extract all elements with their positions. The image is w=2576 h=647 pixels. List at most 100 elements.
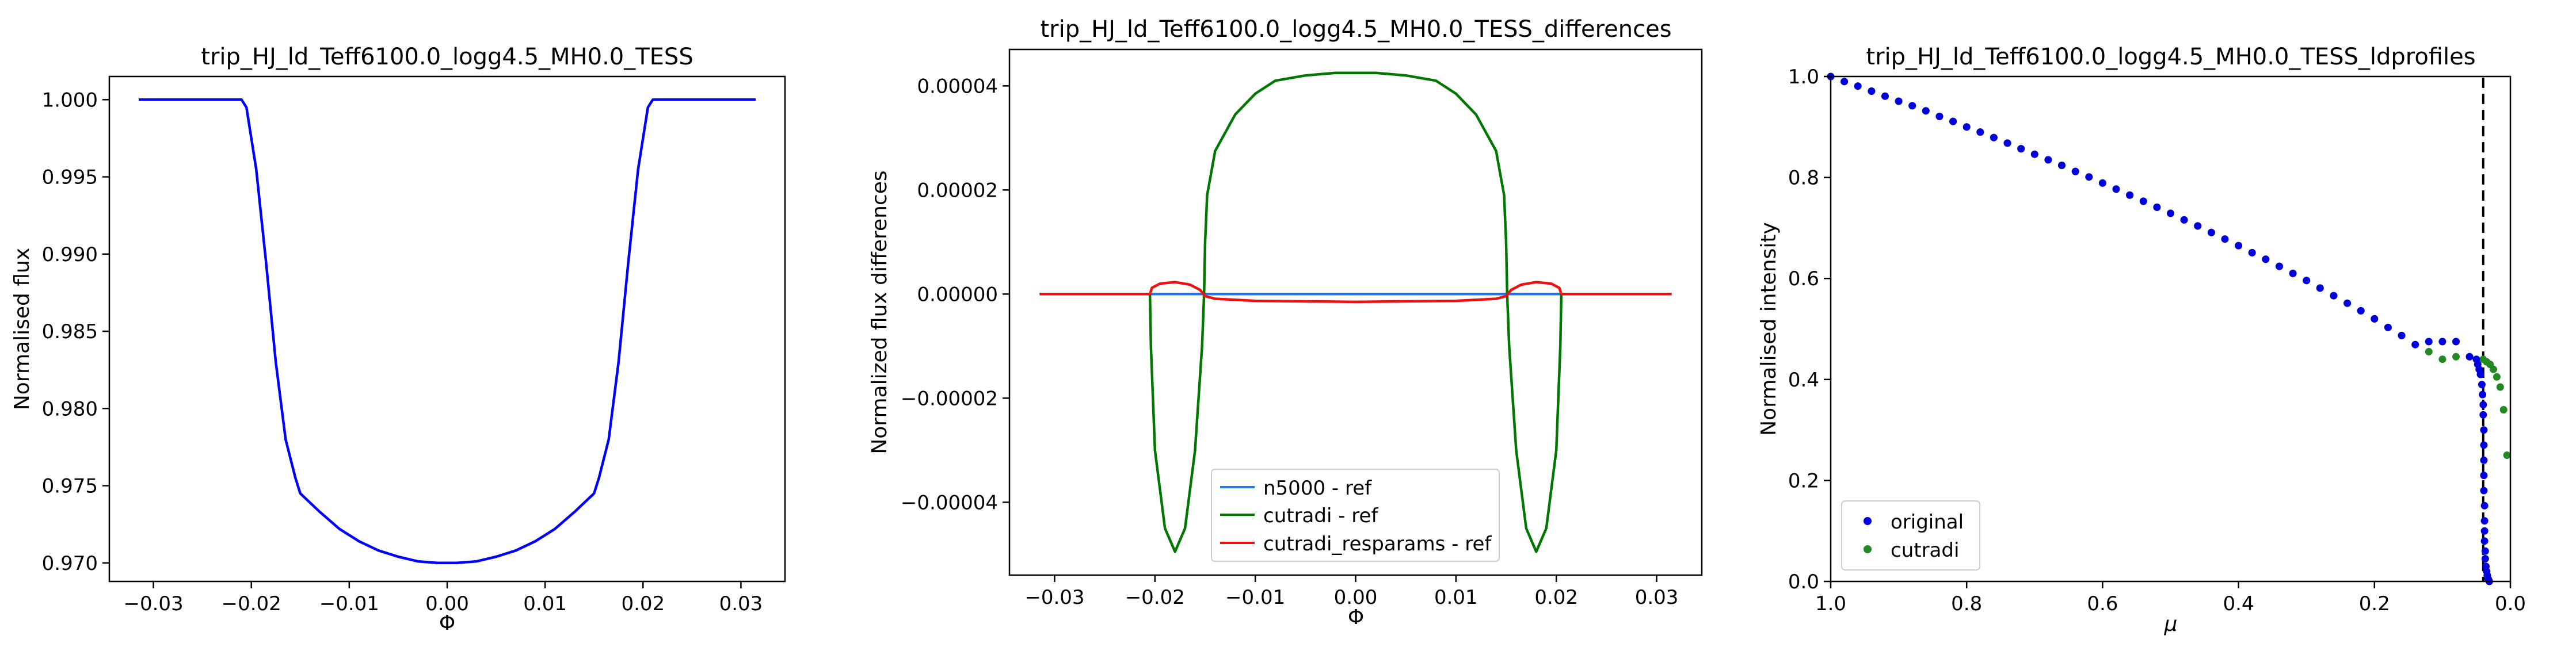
point-original [2425, 338, 2433, 346]
point-original [2411, 340, 2419, 349]
y-tick-label: 0.985 [42, 320, 98, 343]
y-tick-label: 0.970 [42, 552, 98, 575]
panel-flux-xticks: −0.03 −0.02 −0.01 0.00 0.01 0.02 0.03 [123, 581, 763, 615]
point-cutradi [2490, 365, 2497, 373]
legend-marker-cutradi [1864, 545, 1872, 553]
x-tick-label: −0.03 [1024, 586, 1084, 609]
series-line-cutradi-resparams-ref [1039, 281, 1672, 304]
point-cutradi [2452, 353, 2460, 361]
y-tick-label: 0.00004 [917, 75, 998, 98]
point-original [2480, 527, 2489, 535]
point-cutradi [2425, 348, 2433, 355]
point-original [1935, 112, 1944, 120]
panel-ldprofiles-series [1827, 72, 2511, 585]
point-original [2194, 222, 2202, 230]
point-original [2235, 242, 2243, 250]
point-original [2481, 547, 2489, 555]
panel-ldprofiles-axes-frame [1830, 75, 2512, 583]
point-original [2479, 411, 2487, 419]
point-original [2480, 456, 2488, 464]
point-original [2480, 426, 2488, 434]
x-tick-label: 0.01 [1434, 586, 1478, 609]
point-original [2480, 487, 2488, 495]
point-original [1908, 102, 1916, 110]
panel-differences-ylabel: Normalized flux differences [868, 170, 891, 454]
y-tick-label: −0.00002 [901, 387, 998, 410]
x-tick-label: 0.03 [1635, 586, 1679, 609]
y-tick-label: 0.8 [1788, 167, 1819, 190]
panel-differences-xticks: −0.03 −0.02 −0.01 0.00 0.01 0.02 0.03 [1024, 575, 1678, 609]
y-tick-label: −0.00004 [901, 491, 998, 514]
y-tick-label: 0.00002 [917, 179, 998, 202]
point-cutradi [2438, 355, 2447, 363]
panel-flux-ylabel: Normalised flux [10, 248, 34, 410]
point-original [1990, 133, 1998, 141]
point-original [2452, 338, 2460, 346]
panel-differences: trip_HJ_ld_Teff6100.0_logg4.5_MH0.0_TESS… [868, 16, 1703, 629]
x-tick-label: 0.03 [719, 592, 763, 615]
x-tick-label: −0.02 [222, 592, 281, 615]
point-original [2058, 162, 2066, 169]
panel-flux-series [139, 98, 756, 565]
x-tick-label: 0.00 [1334, 586, 1378, 609]
point-original [2481, 555, 2489, 562]
panel-flux-xlabel: Φ [439, 611, 455, 635]
point-original [2030, 150, 2038, 158]
series-line-flux [139, 98, 756, 565]
series-line-cutradi-ref [1148, 71, 1563, 553]
point-original [2480, 537, 2489, 545]
panel-ldprofiles-xlabel: μ [2164, 612, 2178, 636]
legend-label-cutradi: cutradi - ref [1263, 504, 1378, 527]
point-original [2480, 472, 2488, 480]
point-original [1976, 128, 1984, 136]
x-tick-label: −0.03 [123, 592, 183, 615]
x-tick-label: 1.0 [1815, 592, 1846, 615]
panel-differences-xlabel: Φ [1348, 606, 1364, 629]
point-original [2316, 284, 2324, 292]
y-tick-label: 0.980 [42, 397, 98, 420]
point-original [2153, 203, 2161, 211]
y-tick-label: 0.975 [42, 475, 98, 498]
point-original [1895, 97, 1903, 105]
point-original [2003, 139, 2011, 147]
point-original [1949, 117, 1957, 125]
point-cutradi [2503, 451, 2511, 459]
point-original [2221, 235, 2229, 243]
point-cutradi [2496, 383, 2504, 391]
panel-ldprofiles-xticks: 1.0 0.8 0.6 0.4 0.2 0.0 [1815, 581, 2526, 615]
x-tick-label: −0.01 [319, 592, 379, 615]
y-tick-label: 1.000 [42, 89, 98, 112]
panel-ldprofiles-legend-box [1841, 500, 1980, 571]
point-cutradi [2493, 373, 2501, 381]
y-tick-label: 0.990 [42, 243, 98, 266]
point-original [2480, 441, 2488, 449]
panel-ldprofiles-ylabel: Normalised intensity [1757, 222, 1781, 436]
y-tick-label: 0.6 [1788, 267, 1819, 290]
legend-label-n5000: n5000 - ref [1263, 477, 1372, 500]
point-cutradi [2499, 406, 2508, 414]
point-original [2085, 173, 2093, 181]
point-original [2384, 323, 2392, 331]
point-original [2398, 331, 2406, 339]
point-original [2126, 191, 2134, 199]
point-original [2466, 353, 2474, 361]
panel-flux-yticks: 0.970 0.975 0.980 0.985 0.990 0.995 1.000 [42, 89, 109, 575]
x-tick-label: 0.4 [2223, 592, 2254, 615]
x-tick-label: 0.01 [523, 592, 567, 615]
y-tick-label: 0.4 [1788, 369, 1819, 392]
point-original [2017, 145, 2025, 153]
point-original [2479, 391, 2487, 399]
point-original [2480, 501, 2489, 510]
point-original [2112, 185, 2120, 193]
x-tick-label: 0.2 [2359, 592, 2390, 615]
point-original [2098, 179, 2106, 187]
point-original [1881, 92, 1889, 100]
panel-flux-title: trip_HJ_ld_Teff6100.0_logg4.5_MH0.0_TESS [201, 44, 693, 70]
legend-label-original: original [1891, 511, 1964, 534]
point-original [2044, 156, 2052, 164]
x-tick-label: 0.02 [621, 592, 665, 615]
point-original [2479, 401, 2487, 409]
panel-differences-yticks: −0.00004 −0.00002 0.00000 0.00002 0.00004 [901, 75, 1009, 514]
point-original [2207, 228, 2215, 236]
x-tick-label: 0.02 [1534, 586, 1578, 609]
